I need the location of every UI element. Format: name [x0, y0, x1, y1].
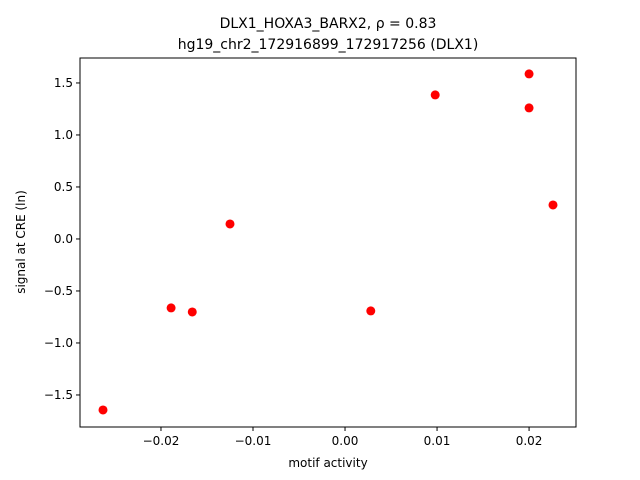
chart-subtitle: hg19_chr2_172916899_172917256 (DLX1)	[178, 37, 479, 53]
point	[548, 200, 558, 210]
y-tick-label: 1.5	[54, 76, 73, 90]
point	[430, 90, 440, 100]
x-tick-label: −0.01	[235, 434, 272, 448]
y-axis-label: signal at CRE (ln)	[14, 190, 28, 294]
y-tick-label: 0.5	[54, 180, 73, 194]
point	[225, 219, 235, 229]
chart-title: DLX1_HOXA3_BARX2, ρ = 0.83	[220, 16, 437, 32]
y-tick-label: 0.0	[54, 232, 73, 246]
plot-frame	[79, 57, 577, 428]
y-tick-label: −0.5	[44, 284, 73, 298]
point	[366, 306, 376, 316]
point	[187, 307, 197, 317]
x-tick-label: −0.02	[143, 434, 180, 448]
y-tick-label: −1.0	[44, 336, 73, 350]
point	[166, 303, 176, 313]
x-tick-label: 0.00	[332, 434, 359, 448]
x-tick-label: 0.02	[516, 434, 543, 448]
x-axis-label: motif activity	[288, 456, 367, 470]
point	[524, 69, 534, 79]
y-tick-label: 1.0	[54, 128, 73, 142]
point	[98, 405, 108, 415]
x-tick-label: 0.01	[424, 434, 451, 448]
y-tick-label: −1.5	[44, 388, 73, 402]
point	[524, 103, 534, 113]
